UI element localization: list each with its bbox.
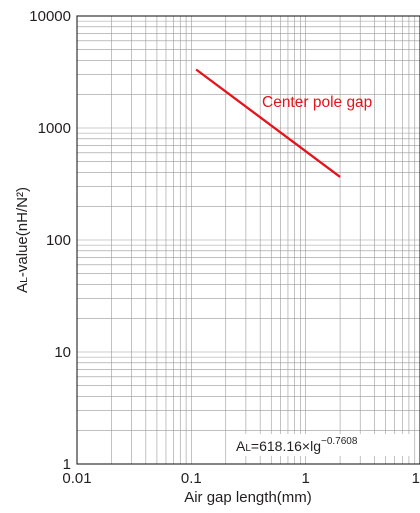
y-axis-label-l: L	[18, 277, 30, 283]
y-tick-label: 100	[46, 232, 71, 249]
x-tick-label: 0.1	[181, 470, 202, 487]
formula-exponent: −0.7608	[321, 436, 358, 447]
formula-a: A	[236, 438, 246, 454]
series-layer: Center pole gap	[195, 68, 372, 178]
tick-labels: 0.01 0.1 1 10 1 10 100 1000 10000	[29, 8, 420, 487]
y-tick-label: 1000	[38, 120, 71, 137]
y-tick-label: 1	[63, 456, 71, 473]
series-line-center-pole-gap	[195, 68, 341, 178]
plot-frame	[76, 15, 420, 465]
y-tick-label: 10	[54, 344, 71, 361]
grid	[77, 16, 420, 464]
formula-background	[232, 434, 414, 456]
y-axis-label-rest: -value(nH/N²)	[14, 187, 31, 277]
x-tick-label: 1	[301, 470, 309, 487]
y-axis-label: AL-value(nH/N²)	[14, 187, 31, 293]
x-tick-label: 10	[412, 470, 420, 487]
formula-body: =618.16×lg	[251, 438, 321, 454]
formula-label: AL=618.16×lg−0.7608	[236, 436, 358, 454]
formula-l: L	[245, 443, 251, 454]
y-tick-label: 10000	[29, 8, 71, 25]
y-axis-label-a: A	[14, 283, 31, 293]
series-label-center-pole-gap: Center pole gap	[262, 94, 372, 111]
x-tick-label: 0.01	[62, 470, 91, 487]
x-axis-label: Air gap length(mm)	[184, 489, 312, 506]
